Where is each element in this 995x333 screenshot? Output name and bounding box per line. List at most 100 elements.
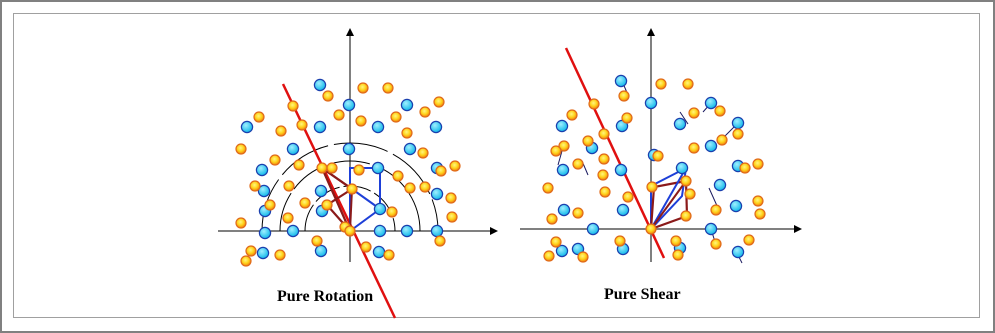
orange-point (404, 182, 416, 194)
orange-point (392, 170, 404, 182)
blue-point (704, 96, 718, 110)
orange-point (434, 235, 446, 247)
orange-point (449, 160, 461, 172)
rotation-brown-link (321, 167, 353, 190)
orange-point (752, 158, 764, 170)
blue-point (286, 224, 300, 238)
orange-point (582, 135, 594, 147)
orange-point (688, 142, 700, 154)
orange-point (333, 109, 345, 121)
blue-point (713, 178, 727, 192)
orange-point (710, 204, 722, 216)
orange-point (283, 180, 295, 192)
orange-point (714, 105, 726, 117)
blue-point (555, 119, 569, 133)
caption-pure-shear: Pure Shear (604, 286, 681, 303)
orange-point (311, 235, 323, 247)
orange-point (386, 206, 398, 218)
orange-point (710, 238, 722, 250)
orange-point (572, 158, 584, 170)
orange-point (353, 164, 365, 176)
orange-point (577, 251, 589, 263)
orange-point (550, 236, 562, 248)
orange-point (401, 127, 413, 139)
blue-point (675, 161, 689, 175)
blue-point (731, 116, 745, 130)
points-layer (235, 74, 766, 267)
orange-point (572, 207, 584, 219)
orange-point (274, 249, 286, 261)
orange-point (655, 78, 667, 90)
blue-point (673, 117, 687, 131)
blue-point (256, 246, 270, 260)
orange-point (646, 181, 658, 193)
blue-point (403, 142, 417, 156)
orange-point (682, 78, 694, 90)
blue-point (371, 120, 385, 134)
orange-point (355, 115, 367, 127)
orange-point (346, 183, 358, 195)
orange-point (321, 199, 333, 211)
blue-point (400, 224, 414, 238)
orange-point (383, 249, 395, 261)
orange-point (618, 90, 630, 102)
blue-point (342, 142, 356, 156)
blue-point (614, 74, 628, 88)
orange-point (680, 175, 692, 187)
rotation-brown-diagonal (349, 188, 353, 232)
figure-panel (13, 13, 980, 318)
orange-point (688, 107, 700, 119)
shear-brown-diagonal (650, 180, 687, 230)
orange-point (287, 100, 299, 112)
orange-point (550, 145, 562, 157)
orange-point (599, 186, 611, 198)
blue-point (704, 139, 718, 153)
orange-point (357, 82, 369, 94)
blue-point (704, 222, 718, 236)
orange-point (754, 208, 766, 220)
blue-point (373, 224, 387, 238)
orange-point (588, 98, 600, 110)
orange-point (419, 181, 431, 193)
orange-point (621, 112, 633, 124)
orange-point (598, 128, 610, 140)
orange-point (253, 111, 265, 123)
orange-point (716, 134, 728, 146)
blue-point (257, 184, 271, 198)
orange-point (316, 162, 328, 174)
orange-point (419, 106, 431, 118)
orange-point (235, 143, 247, 155)
rotation-arc-middle (279, 160, 421, 232)
orange-point (739, 162, 751, 174)
orange-point (382, 82, 394, 94)
orange-point (296, 119, 308, 131)
orange-point (264, 199, 276, 211)
blue-point (430, 224, 444, 238)
orange-point (445, 192, 457, 204)
blue-point (371, 161, 385, 175)
shear-red-line (564, 47, 666, 259)
orange-point (326, 162, 338, 174)
orange-point (322, 90, 334, 102)
blue-point (373, 202, 387, 216)
orange-point (299, 197, 311, 209)
blue-point (342, 98, 356, 112)
blue-point (556, 163, 570, 177)
blue-point (313, 78, 327, 92)
orange-point (249, 180, 261, 192)
orange-point (598, 153, 610, 165)
orange-point (546, 213, 558, 225)
blue-point (240, 120, 254, 134)
orange-point (542, 182, 554, 194)
orange-point (680, 210, 692, 222)
orange-point (235, 217, 247, 229)
blue-point (372, 245, 386, 259)
blue-point (255, 163, 269, 177)
orange-point (558, 140, 570, 152)
orange-point (597, 169, 609, 181)
orange-point (293, 159, 305, 171)
shear-blue-diagonal (650, 167, 687, 230)
orange-point (446, 211, 458, 223)
caption-pure-rotation: Pure Rotation (277, 288, 374, 305)
